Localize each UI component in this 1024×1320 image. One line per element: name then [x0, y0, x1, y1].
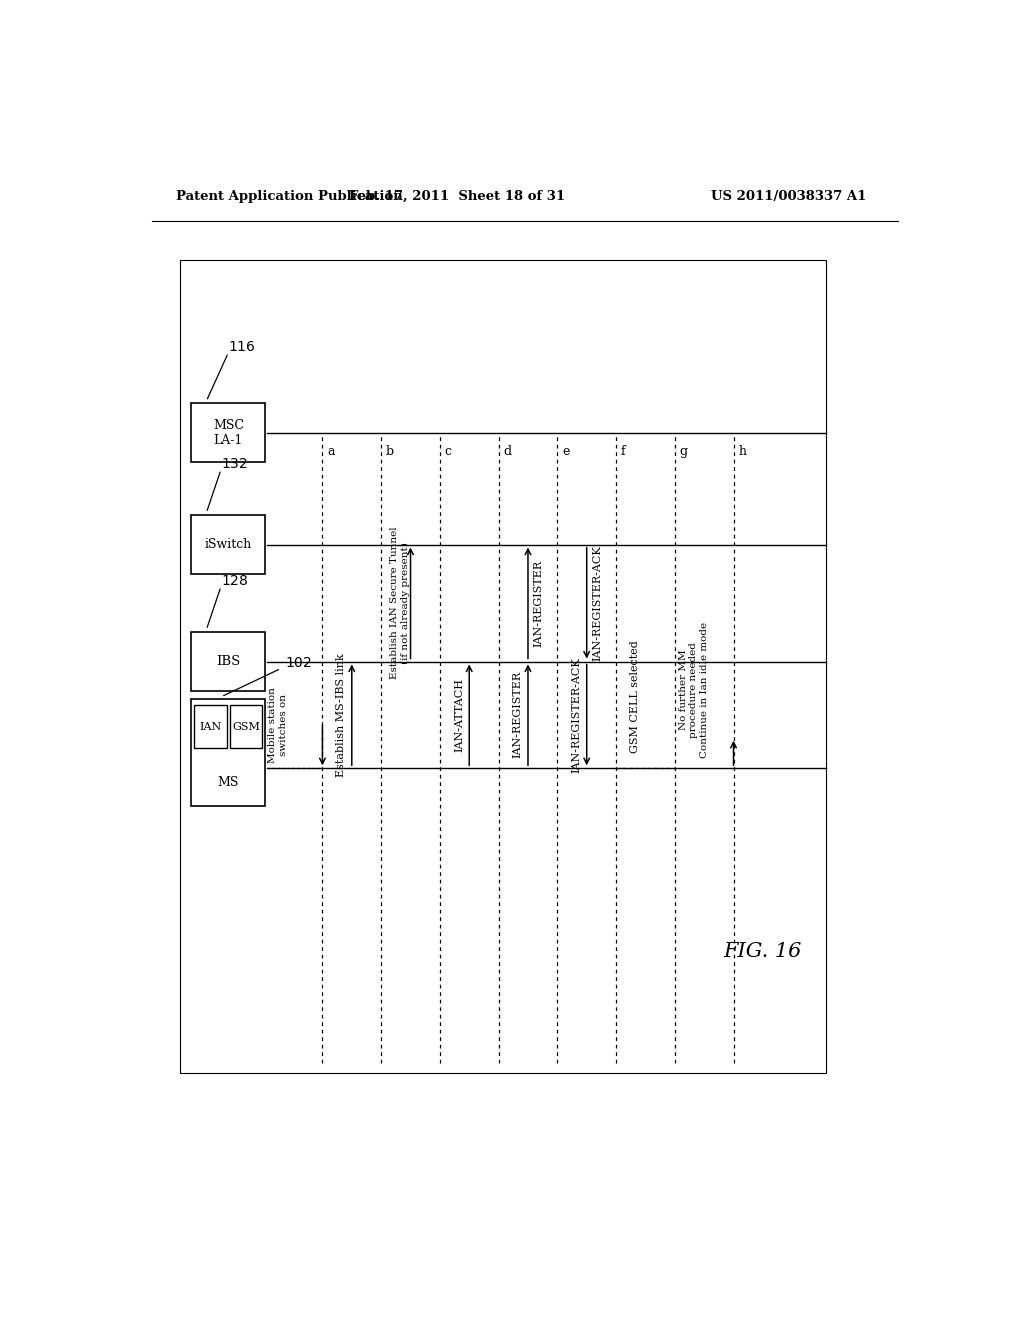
Text: FIG. 16: FIG. 16	[724, 941, 802, 961]
Text: iSwitch: iSwitch	[205, 539, 252, 552]
Text: $\mathit{132}$: $\mathit{132}$	[221, 457, 248, 471]
Text: Mobile station
switches on: Mobile station switches on	[268, 688, 288, 763]
Text: IAN-ATTACH: IAN-ATTACH	[454, 678, 464, 752]
Bar	[191, 404, 265, 462]
Text: IAN-REGISTER-ACK: IAN-REGISTER-ACK	[592, 545, 602, 661]
Text: No further MM
procedure needed
Continue in Ian idle mode: No further MM procedure needed Continue …	[679, 622, 709, 758]
Text: Feb. 17, 2011  Sheet 18 of 31: Feb. 17, 2011 Sheet 18 of 31	[349, 190, 565, 202]
Text: Establish MS-IBS link: Establish MS-IBS link	[337, 653, 346, 776]
Text: IBS: IBS	[216, 655, 241, 668]
Text: b: b	[386, 445, 394, 458]
Text: Establish IAN Secure Tunnel
(if not already present): Establish IAN Secure Tunnel (if not alre…	[390, 527, 410, 680]
Text: MSC
LA-1: MSC LA-1	[213, 418, 244, 447]
Text: GSM CELL selected: GSM CELL selected	[630, 640, 640, 752]
Text: US 2011/0038337 A1: US 2011/0038337 A1	[712, 190, 866, 202]
Text: $\mathit{102}$: $\mathit{102}$	[285, 656, 312, 671]
Text: MS: MS	[218, 776, 239, 788]
Text: d: d	[504, 445, 512, 458]
Bar	[179, 260, 826, 1073]
Text: IAN-REGISTER-ACK: IAN-REGISTER-ACK	[571, 657, 582, 772]
Bar	[195, 705, 227, 748]
Bar	[191, 698, 265, 805]
Bar	[191, 632, 265, 690]
Text: $\mathit{128}$: $\mathit{128}$	[221, 574, 249, 589]
Text: f: f	[621, 445, 626, 458]
Text: h: h	[738, 445, 746, 458]
Text: c: c	[444, 445, 452, 458]
Text: $\mathit{116}$: $\mathit{116}$	[228, 341, 256, 355]
Text: g: g	[680, 445, 688, 458]
Text: e: e	[562, 445, 569, 458]
Text: GSM: GSM	[232, 722, 260, 731]
Text: IAN-REGISTER: IAN-REGISTER	[534, 560, 544, 647]
Text: IAN-REGISTER: IAN-REGISTER	[513, 672, 522, 759]
Bar	[229, 705, 262, 748]
Bar	[191, 515, 265, 574]
Text: a: a	[328, 445, 335, 458]
Text: IAN: IAN	[200, 722, 222, 731]
Text: Patent Application Publication: Patent Application Publication	[176, 190, 402, 202]
